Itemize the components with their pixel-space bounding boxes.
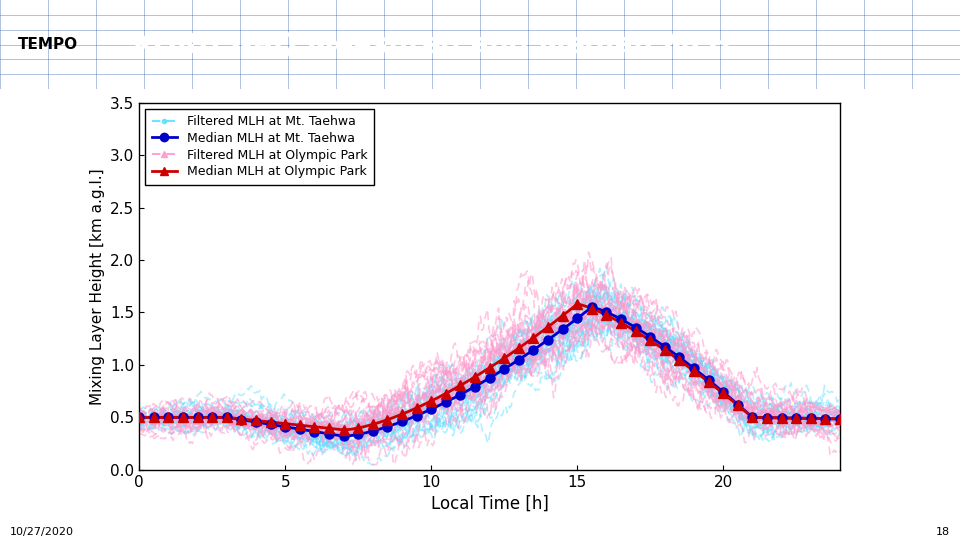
- Text: 18: 18: [936, 527, 950, 537]
- X-axis label: Local Time [h]: Local Time [h]: [431, 495, 548, 513]
- Y-axis label: Mixing Layer Height [km a.g.l.]: Mixing Layer Height [km a.g.l.]: [89, 168, 105, 404]
- FancyBboxPatch shape: [5, 18, 91, 76]
- Text: TEMPO: TEMPO: [18, 37, 78, 52]
- Text: 10/27/2020: 10/27/2020: [10, 527, 74, 537]
- Legend: Filtered MLH at Mt. Taehwa, Median MLH at Mt. Taehwa, Filtered MLH at Olympic Pa: Filtered MLH at Mt. Taehwa, Median MLH a…: [146, 109, 373, 185]
- Text: KORUS-AQ Measured and Median MLH: KORUS-AQ Measured and Median MLH: [133, 31, 731, 58]
